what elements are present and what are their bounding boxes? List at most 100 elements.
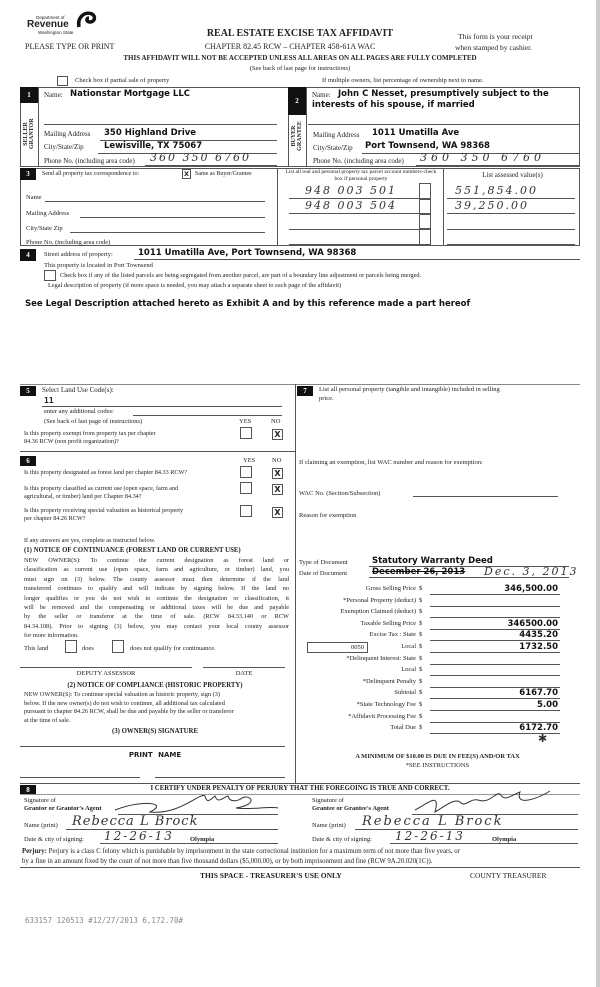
- tax-row-value[interactable]: 6167.70: [519, 688, 558, 699]
- street-address[interactable]: 1011 Umatilla Ave, Port Townsend, WA 983…: [138, 248, 357, 258]
- buyer-phone[interactable]: 360 350 6760: [420, 151, 545, 164]
- receipt-line2: when stamped by cashier.: [455, 43, 533, 52]
- grantor-name-label: Name (print): [24, 822, 58, 829]
- doc-type[interactable]: Statutory Warranty Deed: [372, 556, 493, 566]
- grantor-date-label: Date & city of signing:: [24, 836, 84, 843]
- notice-compliance-line: at the time of sale.: [24, 716, 71, 724]
- does-not-qualify-checkbox[interactable]: [112, 640, 124, 653]
- historic-yes-checkbox[interactable]: [240, 505, 252, 517]
- grantee-name-label: Name (print): [312, 822, 346, 829]
- additional-codes-label: enter any additional codes:: [44, 408, 114, 415]
- parcel-2[interactable]: 948 003 504: [305, 199, 397, 212]
- doc-date[interactable]: December 26, 2013: [372, 567, 466, 577]
- tax-row-value[interactable]: 4435.20: [519, 630, 558, 641]
- logo-small: Department of: [36, 15, 65, 20]
- no-header: NO: [271, 418, 281, 425]
- buyer-name-line1[interactable]: John C Nesset, presumptively subject to …: [338, 89, 549, 99]
- tax-row-line: [430, 721, 560, 723]
- grantor-date[interactable]: 12-26-13: [104, 829, 174, 843]
- see-instructions-note: *SEE INSTRUCTIONS: [405, 762, 470, 769]
- buyer-side-label: BUYER GRANTEE: [291, 121, 303, 151]
- current-use-no-checkbox[interactable]: X: [272, 484, 283, 495]
- tax-row-label: Subtotal: [394, 689, 416, 697]
- form-title: REAL ESTATE EXCISE TAX AFFIDAVIT: [206, 28, 394, 39]
- tax-row-label: *Delinquent Penalty: [362, 677, 416, 685]
- personal-property-checkbox-4[interactable]: [419, 229, 431, 245]
- tax-row-line: [430, 640, 560, 642]
- grantee-signature[interactable]: [410, 788, 560, 814]
- partial-sale-checkbox[interactable]: [57, 76, 68, 86]
- corr-name-label: Name: [26, 194, 42, 201]
- assessed-header: List assessed value(s): [482, 171, 543, 179]
- buyer-mail[interactable]: 1011 Umatilla Ave: [372, 128, 460, 138]
- deputy-assessor-label: DEPUTY ASSESSOR: [76, 670, 136, 677]
- seller-phone[interactable]: 360 350 6760: [150, 151, 251, 164]
- personal-property-label: List all personal property (tangible and…: [319, 386, 500, 393]
- does-qualify-checkbox[interactable]: [65, 640, 77, 653]
- tax-row-line: [430, 652, 560, 653]
- notice-continuance-text: NEW OWNER(S): To continue the current de…: [24, 556, 289, 641]
- scan-edge: [596, 0, 600, 987]
- grantee-date-label: Date & city of signing:: [312, 836, 372, 843]
- doc-date-handwritten[interactable]: Dec. 3, 2013: [484, 565, 579, 578]
- corr-city-label: City/State Zip: [26, 225, 63, 232]
- currency-symbol: $: [419, 619, 423, 627]
- seller-city[interactable]: Lewisville, TX 75067: [104, 141, 203, 151]
- grantee-city[interactable]: Olympia: [492, 836, 517, 843]
- seller-mail-label: Mailing Address: [44, 130, 91, 138]
- buyer-city-label: City/State/Zip: [313, 144, 353, 152]
- grantor-signature[interactable]: [110, 790, 280, 814]
- historic-no-checkbox[interactable]: X: [272, 507, 283, 518]
- tax-row-label: *Delinquent Interest: State: [346, 654, 416, 662]
- treasurer-use-only: THIS SPACE - TREASURER'S USE ONLY: [200, 871, 342, 880]
- forest-no-checkbox[interactable]: X: [272, 468, 283, 479]
- local-code-box[interactable]: 0050: [307, 642, 368, 653]
- grantee-date[interactable]: 12-26-13: [395, 829, 465, 843]
- tax-row-line: [430, 675, 560, 677]
- perjury-line1: Perjury is a class C felony which is pun…: [48, 848, 460, 855]
- currency-symbol: $: [419, 643, 423, 650]
- tax-row-value[interactable]: 6172.70: [519, 723, 558, 734]
- seller-name[interactable]: Nationstar Mortgage LLC: [70, 89, 190, 99]
- grantor-city[interactable]: Olympia: [190, 836, 215, 843]
- tax-row-label: Gross Selling Price: [365, 585, 416, 592]
- current-use-yes-checkbox[interactable]: [240, 482, 252, 494]
- tax-row-value[interactable]: 346,500.00: [504, 584, 558, 594]
- seller-city-label: City/State/Zip: [44, 143, 84, 151]
- notice-continuance-line: by the seller or transferor at the time …: [24, 613, 289, 621]
- exempt-no-checkbox[interactable]: X: [272, 429, 283, 440]
- same-as-buyer-checkbox[interactable]: X: [182, 169, 191, 179]
- segregated-checkbox[interactable]: [44, 270, 56, 281]
- street-label: Street address of property:: [44, 251, 113, 258]
- tax-row-value[interactable]: 346500.00: [507, 618, 558, 629]
- grantee-printed-name[interactable]: Rebecca L Brock: [362, 814, 504, 829]
- seller-mail[interactable]: 350 Highland Drive: [104, 128, 197, 138]
- buyer-city[interactable]: Port Townsend, WA 98368: [365, 141, 490, 151]
- tax-row-label: Taxable Selling Price: [360, 619, 416, 627]
- parcel-1[interactable]: 948 003 501: [305, 184, 397, 197]
- personal-property-checkbox-2[interactable]: [419, 199, 431, 214]
- tax-row-value[interactable]: 5.00: [537, 700, 558, 710]
- currency-symbol: $: [419, 654, 423, 662]
- chapter: CHAPTER 82.45 RCW – CHAPTER 458-61A WAC: [204, 42, 376, 51]
- personal-property-checkbox-3[interactable]: [419, 214, 431, 229]
- assessed-value-2[interactable]: 39,250.00: [455, 199, 529, 212]
- assessed-value-1[interactable]: 551,854.00: [455, 184, 538, 197]
- notice-continuance-line: longer qualifies or you do not wish to c…: [24, 594, 289, 602]
- personal-property-checkbox-1[interactable]: [419, 183, 431, 199]
- tax-row-value[interactable]: 1732.50: [519, 642, 558, 652]
- exempt-yes-checkbox[interactable]: [240, 427, 252, 439]
- forest-yes-checkbox[interactable]: [240, 466, 252, 478]
- tax-row-line: [430, 594, 560, 595]
- warning: THIS AFFIDAVIT WILL NOT BE ACCEPTED UNLE…: [123, 54, 477, 62]
- tax-row-label: *State Technology Fee: [356, 701, 416, 708]
- currency-symbol: $: [419, 596, 423, 604]
- currency-symbol: $: [419, 689, 423, 697]
- notice-compliance-line: pursuant to chapter 84.26 RCW, shall be …: [24, 708, 234, 716]
- legal-description[interactable]: See Legal Description attached hereto as…: [25, 299, 471, 309]
- grantor-printed-name[interactable]: Rebecca L Brock: [72, 814, 199, 829]
- notice-compliance-text: NEW OWNER(S): To continue special valuat…: [24, 691, 289, 725]
- land-use-code[interactable]: 11: [44, 396, 54, 405]
- buyer-name-label: Name:: [312, 91, 331, 99]
- buyer-name-line2[interactable]: interests of his spouse, if married: [312, 100, 475, 110]
